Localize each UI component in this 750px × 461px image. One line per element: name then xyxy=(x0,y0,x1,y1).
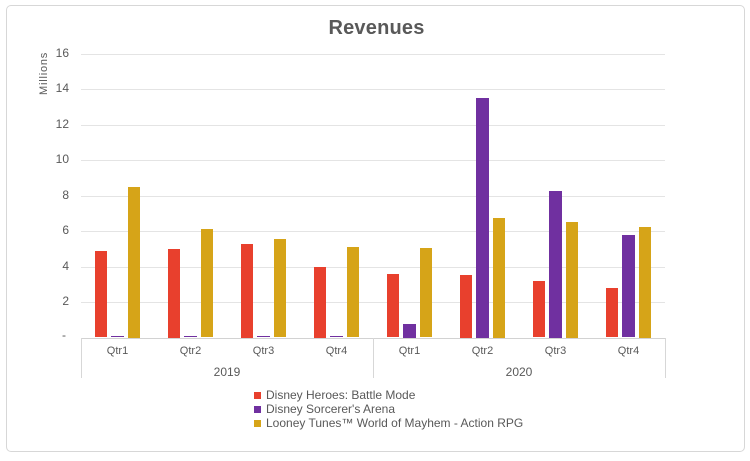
x-category-label-3: Qtr4 xyxy=(325,345,348,357)
bar-s0-g2 xyxy=(240,244,254,338)
y-tick-label-0: - xyxy=(62,327,66,342)
gridline-y-6 xyxy=(81,231,665,232)
chart-card: Revenues Millions Disney Heroes: Battle … xyxy=(6,5,745,452)
bar-s1-g3 xyxy=(330,335,343,338)
y-tick-label-2: 2 xyxy=(62,294,69,308)
x-category-label-2: Qtr3 xyxy=(252,345,275,357)
gridline-y-8 xyxy=(81,195,665,197)
legend-label: Looney Tunes™ World of Mayhem - Action R… xyxy=(266,416,524,430)
bar-s1-g7 xyxy=(622,234,635,338)
gridline-y-10 xyxy=(81,160,665,161)
bar-s2-g0 xyxy=(127,186,141,338)
bar-s0-g7 xyxy=(605,287,619,338)
x-category-label-0: Qtr1 xyxy=(106,345,129,357)
year-label-2020: 2020 xyxy=(505,365,533,379)
bar-s2-g5 xyxy=(492,217,506,338)
x-category-label-1: Qtr2 xyxy=(179,345,202,357)
year-label-2019: 2019 xyxy=(213,365,241,379)
x-category-label-5: Qtr2 xyxy=(471,345,494,357)
bar-s2-g7 xyxy=(638,226,652,338)
bar-s2-g6 xyxy=(565,222,579,338)
bar-s1-g6 xyxy=(549,191,562,338)
bar-s0-g1 xyxy=(167,248,181,338)
bar-s1-g5 xyxy=(476,97,489,338)
bar-s2-g4 xyxy=(419,247,433,338)
gridline-y-16 xyxy=(81,53,665,55)
bar-s0-g3 xyxy=(313,266,327,338)
chart-legend: Disney Heroes: Battle Mode Disney Sorcere… xyxy=(254,388,523,430)
legend-marker-icon xyxy=(254,419,261,427)
y-tick-label-6: 6 xyxy=(62,223,69,237)
bar-s2-g1 xyxy=(200,229,214,338)
y-tick-label-8: 8 xyxy=(62,187,69,202)
bar-s0-g6 xyxy=(532,280,546,338)
y-tick-label-16: 16 xyxy=(55,45,69,60)
bar-s0-g5 xyxy=(459,275,473,338)
legend-marker-icon xyxy=(254,391,261,399)
gridline-y-2 xyxy=(81,302,665,303)
y-tick-label-14: 14 xyxy=(55,81,69,95)
category-separator-8 xyxy=(665,338,666,378)
bar-s2-g3 xyxy=(346,246,360,338)
bar-s1-g0 xyxy=(111,335,124,338)
x-category-label-6: Qtr3 xyxy=(544,345,567,357)
chart-title: Revenues xyxy=(328,17,425,39)
category-separator-4 xyxy=(373,338,374,378)
x-category-label-4: Qtr1 xyxy=(398,345,421,357)
y-tick-label-4: 4 xyxy=(62,258,69,273)
bar-s1-g2 xyxy=(257,335,270,338)
x-category-label-7: Qtr4 xyxy=(617,345,640,357)
gridline-y-12 xyxy=(81,124,665,126)
legend-item-1: Disney Sorcerer's Arena xyxy=(254,402,523,416)
bar-s1-g1 xyxy=(184,335,197,338)
bar-s2-g2 xyxy=(273,238,287,338)
category-separator-0 xyxy=(81,338,82,378)
y-tick-label-12: 12 xyxy=(55,116,69,131)
bar-s1-g4 xyxy=(403,324,416,338)
y-tick-label-10: 10 xyxy=(55,152,69,166)
legend-item-2: Looney Tunes™ World of Mayhem - Action R… xyxy=(254,416,523,430)
bar-s0-g4 xyxy=(386,273,400,338)
gridline-y-14 xyxy=(81,89,665,90)
legend-marker-icon xyxy=(254,405,261,413)
legend-label: Disney Heroes: Battle Mode xyxy=(266,388,416,402)
legend-item-0: Disney Heroes: Battle Mode xyxy=(254,388,523,402)
bar-s0-g0 xyxy=(94,251,108,338)
legend-label: Disney Sorcerer's Arena xyxy=(266,402,396,416)
gridline-y-4 xyxy=(81,266,665,268)
